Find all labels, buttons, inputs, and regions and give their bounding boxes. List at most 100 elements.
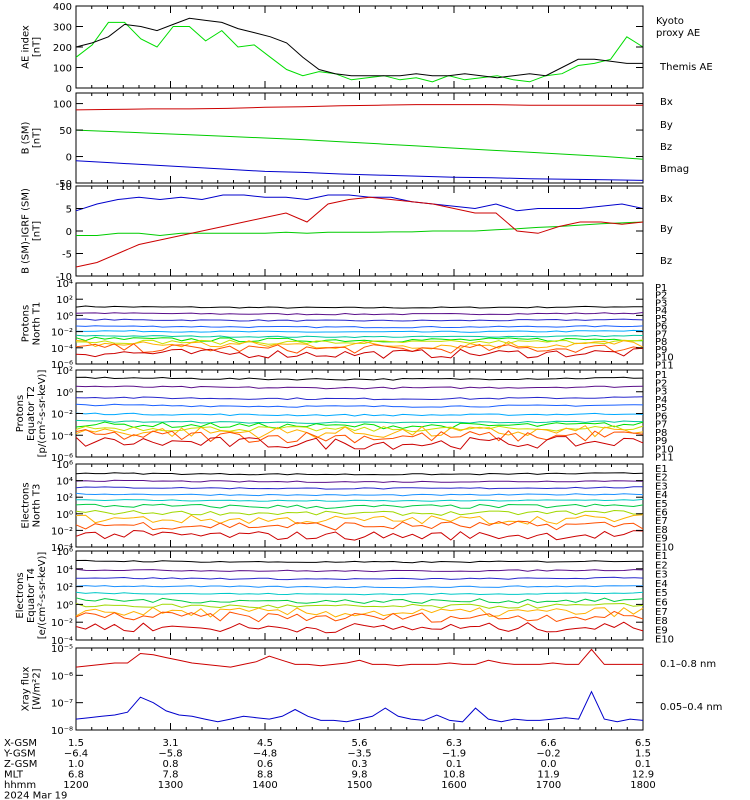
y-tick-label: 10⁻⁷ xyxy=(51,699,73,710)
orbit-value: 1600 xyxy=(441,780,466,791)
y-axis-label: [e/(cm²-s-sr-keV)] xyxy=(37,552,48,640)
y-tick-label: 10⁻² xyxy=(51,328,73,339)
y-axis-label: Xray flux xyxy=(21,667,32,712)
orbit-value: 1700 xyxy=(536,780,561,791)
legend-p10: P10 xyxy=(655,353,674,364)
orbit-row-label: Z-GSM xyxy=(4,759,37,770)
y-tick-label: 10⁻⁴ xyxy=(51,636,73,647)
channel-line-e2 xyxy=(75,479,644,483)
legend-p11: P11 xyxy=(655,360,674,371)
orbit-value: −6.4 xyxy=(64,749,88,760)
channel-line-p9 xyxy=(75,340,644,350)
orbit-value: 8.8 xyxy=(257,770,273,781)
y-tick-label: 10⁻² xyxy=(51,618,73,629)
orbit-row-label: hhmm xyxy=(4,780,36,791)
orbit-value: 0.6 xyxy=(257,759,273,770)
orbit-value: 6.6 xyxy=(541,738,557,749)
orbit-value: −1.9 xyxy=(442,749,466,760)
channel-line-e3 xyxy=(76,576,644,581)
legend-e1: E1 xyxy=(655,464,668,475)
channel-line-e1 xyxy=(75,559,644,564)
y-tick-label: 10² xyxy=(56,493,73,504)
channel-line-e9 xyxy=(75,520,644,531)
channel-line-p7 xyxy=(75,421,644,430)
y-tick-label: 5 xyxy=(66,205,72,216)
channel-line-e3 xyxy=(75,486,643,490)
legend-e2: E2 xyxy=(655,473,668,484)
legend-p4: P4 xyxy=(655,306,667,317)
legend-e6: E6 xyxy=(655,598,668,609)
y-axis-label: B (SM)-IGRF (SM) xyxy=(21,188,32,274)
y-tick-label: 10⁻⁴ xyxy=(51,344,73,355)
orbit-value: 6.8 xyxy=(68,770,84,781)
y-tick-label: 400 xyxy=(53,2,72,13)
legend-e9: E9 xyxy=(655,534,668,545)
channel-line-p6 xyxy=(75,334,644,339)
legend-p3: P3 xyxy=(655,298,667,309)
legend-e4: E4 xyxy=(655,490,668,501)
legend-e7: E7 xyxy=(655,607,668,618)
y-axis-label: Equator T2 xyxy=(26,386,37,441)
legend-xray-long: 0.1–0.8 nm xyxy=(660,659,716,670)
y-tick-label: 10⁻² xyxy=(51,526,73,537)
y-tick-label: -50 xyxy=(56,179,72,190)
channel-line-p11 xyxy=(75,436,644,450)
legend-p8: P8 xyxy=(655,337,667,348)
y-axis-label: [W/m²2] xyxy=(32,668,43,709)
orbit-value: 9.8 xyxy=(352,770,368,781)
y-tick-label: 10⁻⁴ xyxy=(51,431,73,442)
series-line-bx xyxy=(75,194,644,212)
legend-e3: E3 xyxy=(655,570,668,581)
orbit-value: 6.3 xyxy=(446,738,462,749)
orbit-value: 1400 xyxy=(252,780,277,791)
orbit-value: 10.8 xyxy=(443,770,465,781)
legend-p7: P7 xyxy=(655,420,667,431)
channel-line-p1 xyxy=(75,376,644,381)
orbit-value: 7.8 xyxy=(163,770,179,781)
channel-line-p5 xyxy=(75,412,644,417)
panel-frame-4 xyxy=(75,369,644,458)
orbit-value: −3.5 xyxy=(347,749,371,760)
channel-line-e10 xyxy=(75,621,644,634)
orbit-value: 5.6 xyxy=(352,738,368,749)
y-tick-label: 0 xyxy=(66,227,72,238)
legend-p8: P8 xyxy=(655,428,667,439)
y-axis-label: Electrons xyxy=(21,482,32,528)
channel-line-e8 xyxy=(75,514,644,525)
legend-by: By xyxy=(660,120,673,131)
channel-line-p8 xyxy=(75,425,644,433)
y-axis-label: AE index xyxy=(21,25,32,69)
y-tick-label: 10⁶ xyxy=(56,460,73,471)
channel-line-e4 xyxy=(75,492,644,497)
y-tick-label: 10⁻⁵ xyxy=(51,644,73,655)
legend-bx: Bx xyxy=(660,97,673,108)
orbit-value: 12.9 xyxy=(632,770,654,781)
y-tick-label: 0 xyxy=(66,84,72,95)
legend-bx: Bx xyxy=(660,194,673,205)
y-tick-label: 10⁶ xyxy=(56,547,73,558)
orbit-value: 0.0 xyxy=(541,759,557,770)
orbit-value: 1.5 xyxy=(68,738,84,749)
series-line-by xyxy=(75,129,644,160)
orbit-value: 1300 xyxy=(158,780,183,791)
orbit-value: 1800 xyxy=(630,780,655,791)
legend-themis: Themis AE xyxy=(659,62,713,73)
legend-p7: P7 xyxy=(655,329,667,340)
y-tick-label: 300 xyxy=(53,23,72,34)
orbit-row-label: Y-GSM xyxy=(3,749,36,760)
y-tick-label: 0 xyxy=(66,153,72,164)
legend-p6: P6 xyxy=(655,411,667,422)
channel-line-p2 xyxy=(75,312,644,316)
legend-bz: Bz xyxy=(660,256,672,267)
y-tick-label: 10⁻² xyxy=(51,410,73,421)
legend-e5: E5 xyxy=(655,588,668,599)
orbit-value: −4.8 xyxy=(253,749,277,760)
channel-line-p4 xyxy=(75,325,644,329)
legend-p2: P2 xyxy=(655,378,667,389)
orbit-value: 0.3 xyxy=(352,759,368,770)
channel-line-p4 xyxy=(75,403,644,408)
legend-e8: E8 xyxy=(655,616,668,627)
orbit-row-label: X-GSM xyxy=(4,738,37,749)
y-axis-label: B (SM) xyxy=(21,121,32,154)
